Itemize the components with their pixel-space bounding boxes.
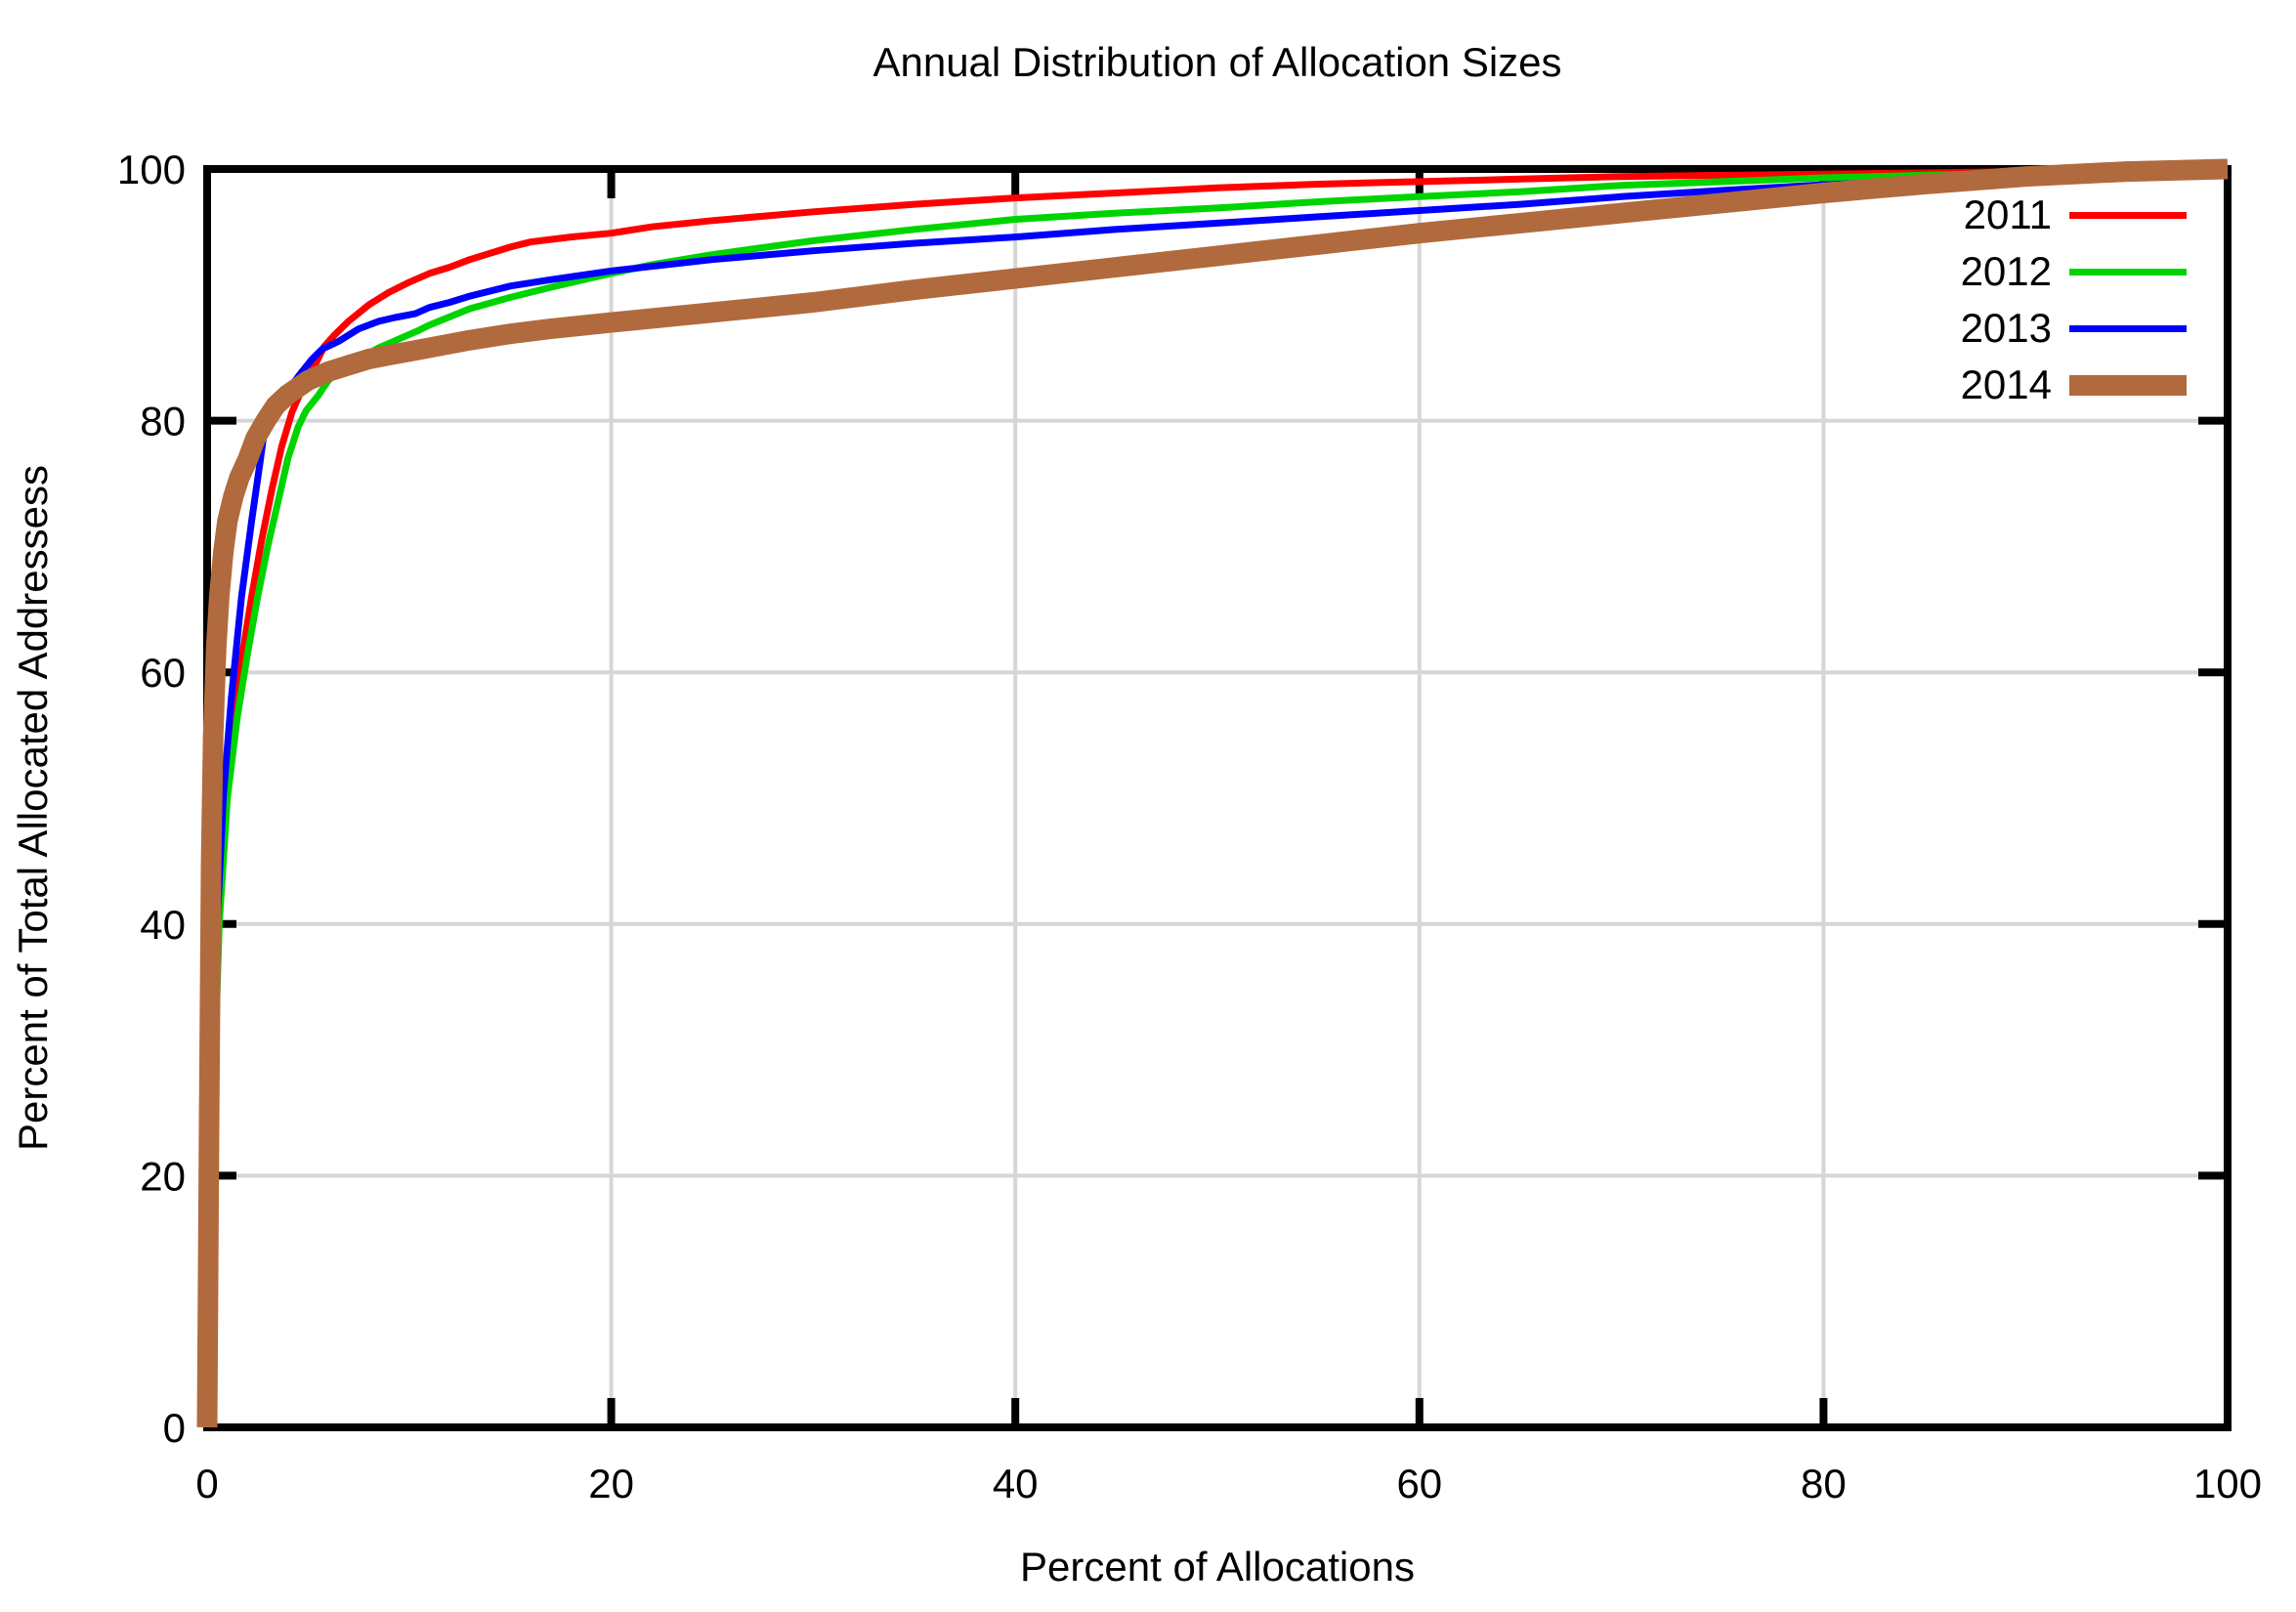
series-line-2012: [203, 165, 2229, 1428]
x-axis-label: Percent of Allocations: [1020, 1544, 1415, 1590]
legend-label: 2011: [1963, 191, 2052, 237]
legend-label: 2013: [1960, 305, 2052, 351]
x-tick-label-60: 60: [1396, 1461, 1442, 1506]
plot-border: [203, 165, 2232, 1431]
x-tick-label-20: 20: [588, 1461, 634, 1506]
y-tick-label-60: 60: [140, 650, 186, 696]
legend-label: 2012: [1960, 248, 2052, 294]
y-tick-label-20: 20: [140, 1153, 186, 1199]
y-tick-label-80: 80: [140, 399, 186, 445]
y-tick-label-100: 100: [117, 147, 186, 192]
y-tick-label-40: 40: [140, 902, 186, 948]
legend-item-2014: 2014: [1935, 357, 2187, 413]
legend-item-2013: 2013: [1935, 300, 2187, 357]
legend-item-2012: 2012: [1935, 243, 2187, 300]
legend-item-2011: 2011: [1935, 187, 2187, 243]
series-line-2013: [203, 165, 2229, 1428]
legend: 2011 2012 2013 2014: [1935, 187, 2187, 413]
x-tick-label-40: 40: [993, 1461, 1039, 1506]
chart-title: Annual Distribution of Allocation Sizes: [872, 39, 1562, 85]
series-line-2011: [203, 165, 2229, 1428]
x-tick-label-80: 80: [1801, 1461, 1847, 1506]
legend-line-sample: [2069, 211, 2187, 219]
series-line-2014: [196, 158, 2229, 1428]
y-tick-label-0: 0: [163, 1405, 186, 1451]
x-tick-label-100: 100: [2193, 1461, 2262, 1506]
x-tick-label-0: 0: [195, 1461, 218, 1506]
legend-line-sample: [2069, 268, 2187, 276]
legend-line-sample: [2069, 324, 2187, 332]
legend-line-sample: [2069, 374, 2187, 396]
legend-label: 2014: [1960, 361, 2052, 407]
